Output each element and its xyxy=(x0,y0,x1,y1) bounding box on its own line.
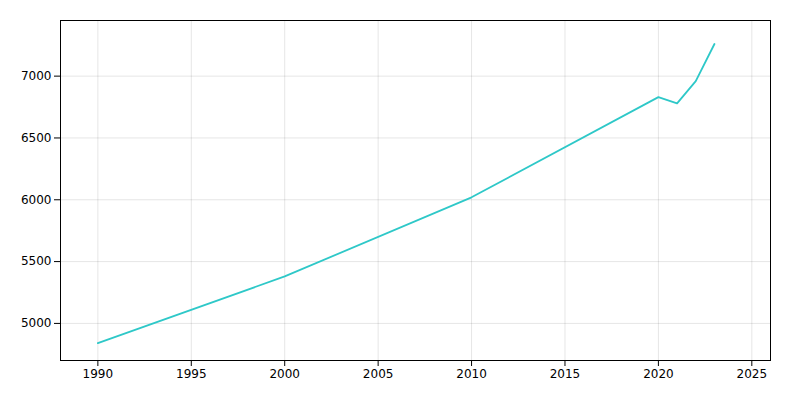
svg-text:2025: 2025 xyxy=(737,367,768,381)
svg-text:1990: 1990 xyxy=(83,367,114,381)
svg-text:7000: 7000 xyxy=(21,69,52,83)
svg-text:2000: 2000 xyxy=(269,367,300,381)
svg-text:6000: 6000 xyxy=(21,193,52,207)
svg-text:2015: 2015 xyxy=(550,367,581,381)
svg-text:6500: 6500 xyxy=(21,131,52,145)
svg-text:5500: 5500 xyxy=(21,254,52,268)
svg-text:2005: 2005 xyxy=(363,367,394,381)
svg-text:5000: 5000 xyxy=(21,316,52,330)
svg-text:2020: 2020 xyxy=(643,367,674,381)
svg-text:1995: 1995 xyxy=(176,367,207,381)
svg-text:2010: 2010 xyxy=(456,367,487,381)
